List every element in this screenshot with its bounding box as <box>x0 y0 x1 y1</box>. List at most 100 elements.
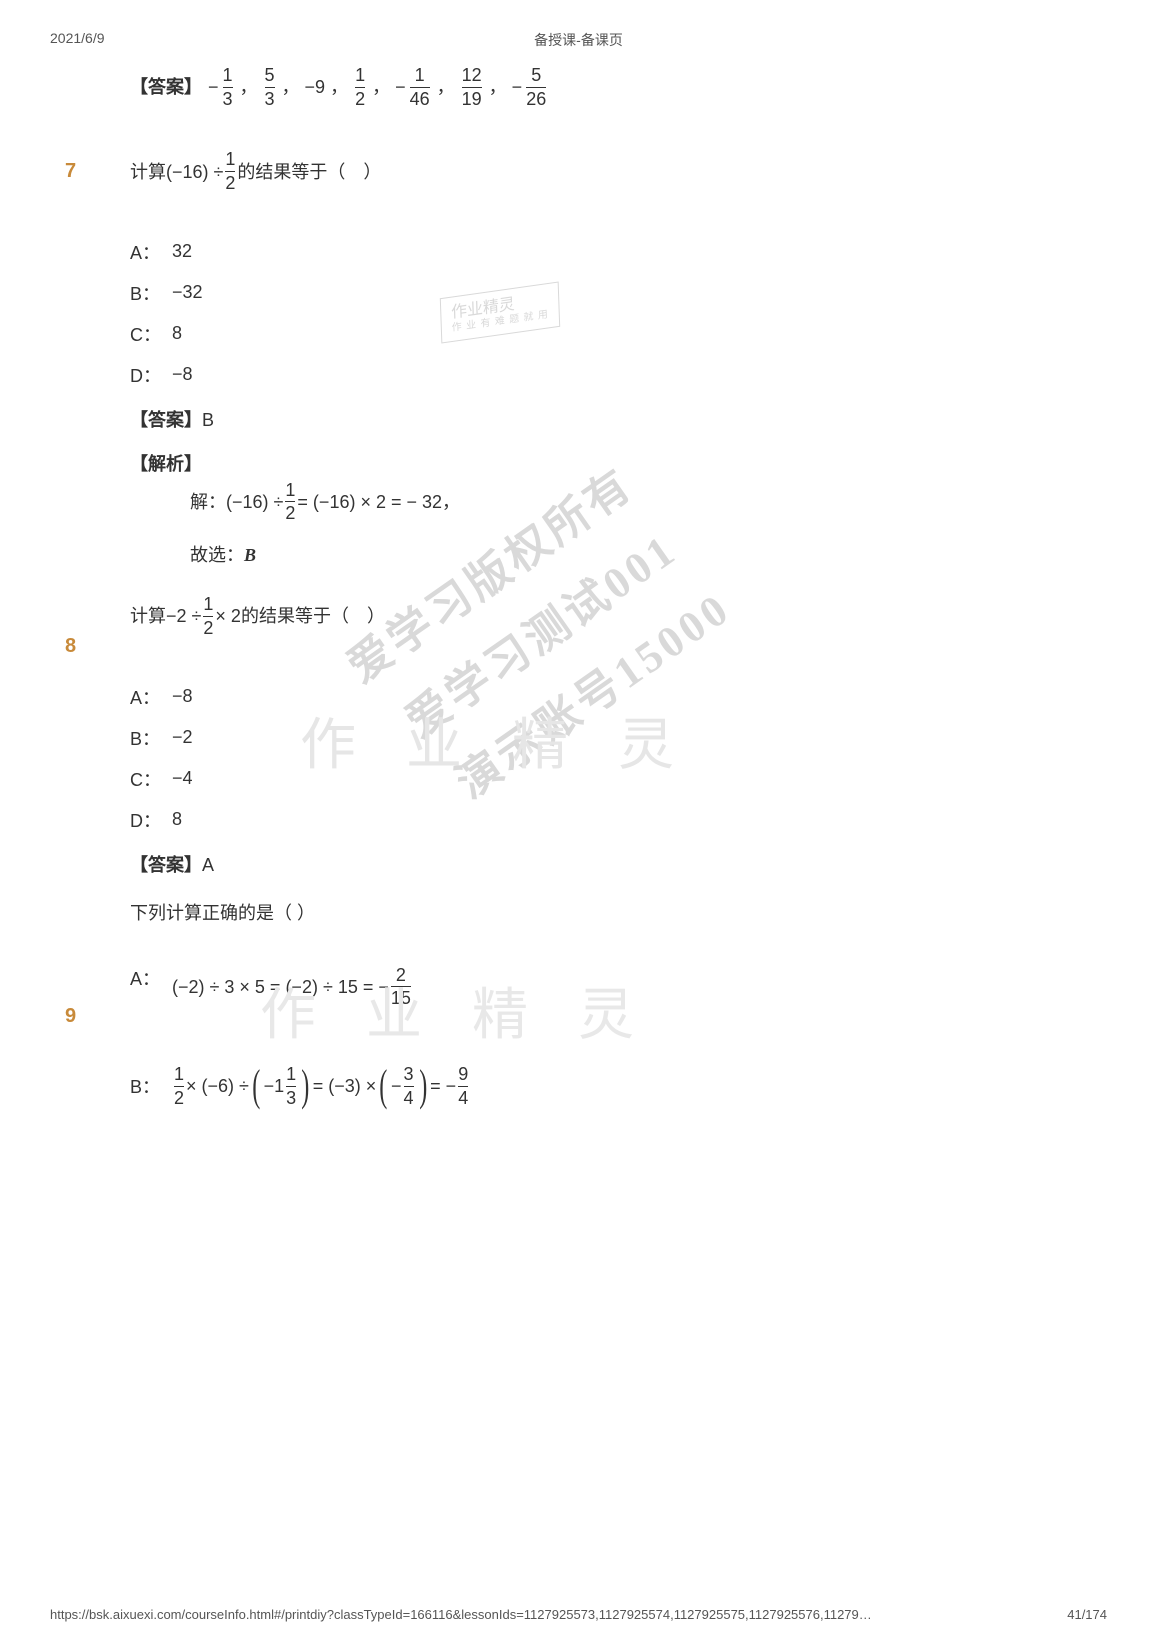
frac-den: 3 <box>265 89 275 110</box>
sign: − <box>208 78 219 96</box>
q7-analysis: 【解析】 <box>130 450 1007 476</box>
frac-bar <box>223 87 233 88</box>
frac-num: 5 <box>531 65 541 86</box>
answer-frac: 1219 <box>462 65 482 109</box>
q8-stem-pre: 计算−2 ÷ <box>130 607 201 625</box>
opt-letter: C： <box>130 766 158 792</box>
opt-letter: A： <box>130 965 158 991</box>
frac-bar <box>265 87 275 88</box>
opt-letter: B： <box>130 1073 158 1099</box>
expr-text: (−2) ÷ 3 × 5 = (−2) ÷ 15 = − <box>172 978 389 996</box>
frac-bar <box>462 87 482 88</box>
q7-opt-d: D：−8 <box>130 362 1007 388</box>
frac-den: 3 <box>286 1088 296 1109</box>
answer-label: 【答案】 <box>130 410 202 430</box>
opt-letter: A： <box>130 684 158 710</box>
opt-letter: D： <box>130 362 158 388</box>
opt-letter: C： <box>130 321 158 347</box>
q9-opt-b-expr: 1 2 × (−6) ÷ ( −1 1 3 ) = (−3) × ( − 3 <box>172 1064 470 1108</box>
opt-value: −32 <box>172 282 203 303</box>
q7-opt-c: C：8 <box>130 321 1007 347</box>
q8-block: 计算−2 ÷ 1 2 × 2的结果等于（ ） A： −8 B： −2 C： −4 D：… <box>130 594 1007 876</box>
separator: ， <box>282 78 300 96</box>
sign: − <box>395 78 406 96</box>
separator: ， <box>489 78 507 96</box>
frac-num: 5 <box>265 65 275 86</box>
opt-letter: B： <box>130 725 158 751</box>
answer-frac: 146 <box>410 65 430 109</box>
frac-bar <box>286 1086 296 1087</box>
frac-den: 26 <box>526 89 546 110</box>
frac-num: 1 <box>223 65 233 86</box>
frac-den: 19 <box>462 89 482 110</box>
expr-frac: 1 2 <box>174 1064 184 1108</box>
separator: ， <box>240 78 258 96</box>
answer-frac: 12 <box>355 65 365 109</box>
sign: − <box>512 78 523 96</box>
opt-value: −4 <box>172 768 193 789</box>
answer-value: B <box>202 410 214 430</box>
q8-stem-post: × 2的结果等于（ ） <box>215 607 385 625</box>
expr-frac: 2 15 <box>391 965 411 1009</box>
header-title: 备授课-备课页 <box>534 30 623 50</box>
opt-value: −8 <box>172 686 193 707</box>
frac-bar <box>526 87 546 88</box>
frac-den: 4 <box>458 1088 468 1109</box>
q7-stem: 计算(−16) ÷ 1 2 的结果等于（ ） <box>130 149 1007 193</box>
q9-number: 9 <box>65 1005 76 1028</box>
opt-letter: D： <box>130 807 158 833</box>
answer-label: 【答案】 <box>130 78 202 96</box>
frac-num: 12 <box>462 65 482 86</box>
frac-den: 4 <box>404 1088 414 1109</box>
frac-den: 3 <box>223 89 233 110</box>
expr-text: = − <box>430 1077 456 1095</box>
q8-opt-b: B： −2 <box>130 725 1007 751</box>
separator: ， <box>437 78 455 96</box>
rparen-icon: ) <box>301 1068 309 1103</box>
frac-den: 15 <box>391 988 411 1009</box>
solution-tail-val: B <box>244 546 256 564</box>
solution-tail-pre: 故选： <box>190 546 244 564</box>
expr-frac: 1 3 <box>286 1064 296 1108</box>
opt-value: 8 <box>172 809 182 830</box>
analysis-label: 【解析】 <box>130 454 202 474</box>
q9-stem: 下列计算正确的是（ ） <box>130 899 1007 925</box>
q6-answer-row: 【答案】 −13，53，−9，12，−146，1219，−526 <box>130 65 1007 109</box>
opt-letter: B： <box>130 280 158 306</box>
q6-answer-block: 【答案】 −13，53，−9，12，−146，1219，−526 <box>130 65 1007 109</box>
q8-opt-d: D： 8 <box>130 807 1007 833</box>
frac-bar <box>355 87 365 88</box>
frac-den: 2 <box>174 1088 184 1109</box>
expr-frac: 9 4 <box>458 1064 468 1108</box>
frac-den: 2 <box>285 503 295 524</box>
q8-opt-c: C： −4 <box>130 766 1007 792</box>
frac-bar <box>203 616 213 617</box>
lparen-icon: ( <box>252 1068 260 1103</box>
q8-stem-frac: 1 2 <box>203 594 213 638</box>
frac-bar <box>285 501 295 502</box>
q8-stem: 计算−2 ÷ 1 2 × 2的结果等于（ ） <box>130 594 1007 638</box>
solution-frac: 1 2 <box>285 480 295 524</box>
lparen-icon: ( <box>380 1068 388 1103</box>
footer-page: 41/174 <box>1067 1607 1107 1622</box>
q7-answer: 【答案】B <box>130 406 1007 432</box>
q6-answer-items: −13，53，−9，12，−146，1219，−526 <box>208 65 548 109</box>
answer-value: A <box>202 855 214 875</box>
frac-den: 2 <box>355 89 365 110</box>
frac-bar <box>410 87 430 88</box>
q7-opt-b: B： −32 <box>130 280 1007 306</box>
opt-value: −2 <box>172 727 193 748</box>
q7-opt-a: A：32 <box>130 239 1007 265</box>
frac-bar <box>458 1086 468 1087</box>
separator: ， <box>330 78 348 96</box>
q8-answer: 【答案】A <box>130 851 1007 877</box>
q7-solution-line1: 解：(−16) ÷ 1 2 = (−16) × 2 = − 32， <box>190 480 1007 524</box>
q7-number: 7 <box>65 160 76 183</box>
answer-item: −9 <box>305 78 326 96</box>
expr-frac: 3 4 <box>404 1064 414 1108</box>
frac-num: 1 <box>285 480 295 501</box>
separator: ， <box>372 78 390 96</box>
frac-num: 1 <box>415 65 425 86</box>
frac-num: 1 <box>355 65 365 86</box>
q7-stem-post: 的结果等于（ ） <box>237 163 381 181</box>
